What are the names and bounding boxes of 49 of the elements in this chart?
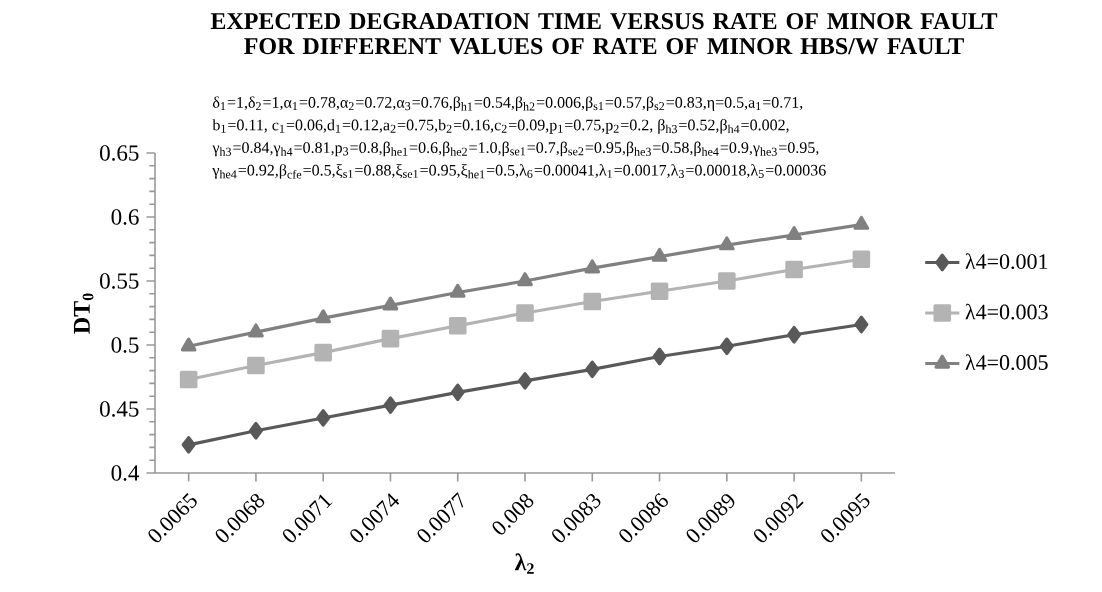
point <box>518 372 533 390</box>
y-tick-label: 0.65 <box>100 145 139 161</box>
legend-label: λ4=0.003 <box>965 303 1048 320</box>
point <box>181 436 196 454</box>
point <box>786 226 802 241</box>
y-tick-label: 0.55 <box>100 273 139 289</box>
point <box>448 316 467 335</box>
point <box>853 215 870 230</box>
point <box>517 272 533 287</box>
y-axis-title: DT$_{0}$ <box>73 293 94 334</box>
point <box>651 247 668 262</box>
text: b$_{1}$=0.11, c$_{1}$=0.06,d$_{1}$=0.12,a$_{2}$=0.75,b$_{2}$=0.16,c$_{2}$=0.09,p$_{1}$=0.75,p$_{2}$=0.2, β$_{h3}$=0.52,β$_{h4}$=0.002, <box>212 118 789 134</box>
point <box>852 250 871 269</box>
point <box>584 259 601 274</box>
point <box>652 347 667 366</box>
point <box>449 283 466 298</box>
point <box>314 343 332 362</box>
point <box>785 260 803 279</box>
legend-label: λ4=0.001 <box>965 253 1048 270</box>
point <box>381 329 400 348</box>
y-tick-label: 0.45 <box>100 401 139 417</box>
point <box>718 272 736 290</box>
point <box>718 236 735 251</box>
point <box>316 409 331 427</box>
text: γ$_{h3}$=0.84,γ$_{h4}$=0.81,p$_{3}$=0.8,β$_{he1}$=0.6,β$_{he2}$=1.0,β$_{se1}$=0.7,β$_{se2}$=0.95,β$_{he3}$=0.58,β$_{he4}$=0.9,γ$_{he3}$=0.95, <box>212 141 819 157</box>
point <box>179 370 198 389</box>
point <box>585 360 600 379</box>
point <box>516 304 534 322</box>
point <box>247 356 265 375</box>
point <box>719 337 734 356</box>
point <box>787 325 802 344</box>
point <box>383 396 398 414</box>
point <box>180 337 197 352</box>
text: δ$_{1}$=1,δ$_{2}$=1,α$_{1}$=0.78,α$_{2}$=0.72,α$_{3}$=0.76,β$_{h1}$=0.54,β$_{h2}$=0.006,β$_{s1}$=0.57,β$_{s2}$=0.83,η=0.5,a$_{1}$=0.71, <box>213 96 803 112</box>
point <box>450 383 465 402</box>
point <box>583 292 602 311</box>
x-axis-title: λ$_{2}$ <box>514 553 534 574</box>
point <box>854 315 869 334</box>
point <box>248 323 264 338</box>
y-tick-label: 0.4 <box>111 465 140 481</box>
legend-label: λ4=0.005 <box>965 354 1048 371</box>
point <box>248 421 263 440</box>
chart-title: EXPECTED DEGRADATION TIME VERSUS RATE OF MINOR FAULT FOR DIFFERENT VALUES OF RATE OF MINOR HBS/W FAULT <box>210 13 998 55</box>
y-tick-label: 0.5 <box>111 337 139 353</box>
point <box>650 282 669 301</box>
point <box>315 309 332 324</box>
point <box>382 296 399 311</box>
text: γ$_{he4}$=0.92,β$_{cfe}$=0.5,ξ$_{s1}$=0.88,ξ$_{se1}$=0.95,ξ$_{he1}$=0.5,λ$_{6}$=0.00041,λ$_{1}$=0.0017,λ$_{3}$=0.00018,λ$_{5}$=0.00036 <box>212 164 826 179</box>
y-tick-label: 0.6 <box>111 209 139 225</box>
